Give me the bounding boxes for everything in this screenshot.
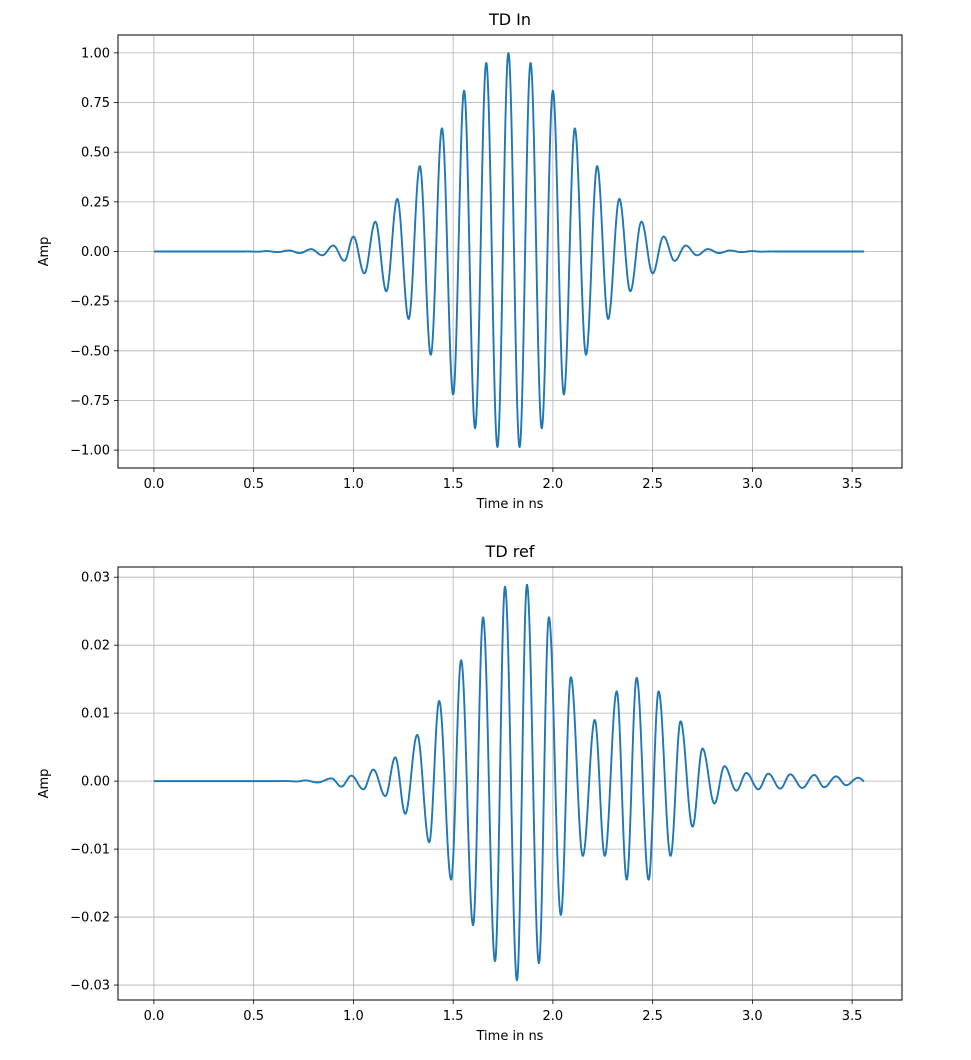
y-tick-label: 0.50: [81, 146, 110, 161]
x-tick-label: 1.0: [343, 477, 364, 492]
y-tick-label: −0.25: [70, 295, 110, 310]
y-tick-label: 0.00: [81, 775, 110, 790]
x-tick-label: 0.0: [144, 477, 165, 492]
chart-title: TD In: [488, 10, 531, 29]
y-tick-label: −0.75: [70, 394, 110, 409]
x-axis-label: Time in ns: [476, 1029, 544, 1044]
y-tick-label: −1.00: [70, 444, 110, 459]
x-tick-label: 2.5: [642, 1009, 663, 1024]
x-tick-label: 3.5: [842, 1009, 863, 1024]
x-tick-label: 2.5: [642, 477, 663, 492]
series-line: [153, 52, 865, 449]
x-axis-label: Time in ns: [476, 497, 544, 512]
plot-td-ref: 0.0 0.5 1.0 1.5 2.0 2.5 3.0 3.5 0.03 0.02 0.01 0.00…: [37, 542, 903, 1044]
y-tick-label: 0.25: [81, 195, 110, 210]
y-tick-label: 0.02: [81, 639, 110, 654]
x-tick-label: 0.0: [144, 1009, 165, 1024]
y-tick-label: −0.01: [70, 843, 110, 858]
y-tick-label: −0.50: [70, 344, 110, 359]
x-tick-label: 3.0: [742, 1009, 763, 1024]
y-tick-label: −0.03: [70, 979, 110, 994]
y-axis-label: Amp: [37, 769, 52, 799]
x-tick-label: 3.0: [742, 477, 763, 492]
y-tick-label: 0.01: [81, 707, 110, 722]
chart-title: TD ref: [485, 542, 535, 561]
x-tick-label: 2.0: [543, 1009, 564, 1024]
x-tick-label: 3.5: [842, 477, 863, 492]
y-axis-label: Amp: [37, 237, 52, 267]
y-tick-label: 0.03: [81, 571, 110, 586]
x-tick-label: 1.5: [443, 1009, 464, 1024]
plot-td-in: 0.0 0.5 1.0 1.5 2.0 2.5 3.0 3.5 1.00 0.75 0.50 0.25…: [37, 10, 903, 512]
x-tick-label: 0.5: [243, 1009, 264, 1024]
x-tick-label: 1.5: [443, 477, 464, 492]
y-tick-label: 0.00: [81, 245, 110, 260]
x-tick-label: 1.0: [343, 1009, 364, 1024]
series-line: [153, 583, 865, 982]
x-tick-label: 0.5: [243, 477, 264, 492]
axes-frame: [117, 566, 903, 1001]
y-tick-label: −0.02: [70, 911, 110, 926]
y-tick-label: 1.00: [81, 46, 110, 61]
y-tick-label: 0.75: [81, 96, 110, 111]
x-tick-label: 2.0: [543, 477, 564, 492]
